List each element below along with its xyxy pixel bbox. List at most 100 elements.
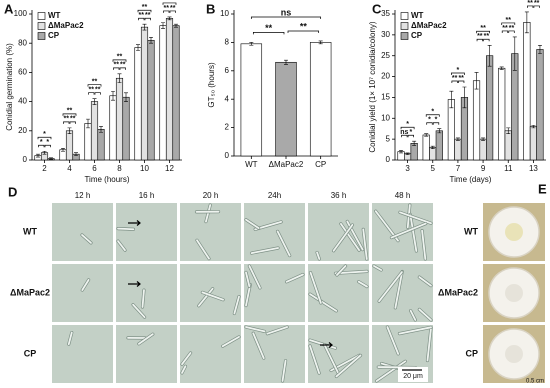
significance-label: * bbox=[457, 67, 460, 74]
y-tick-label: 0 bbox=[225, 151, 230, 160]
error-bar bbox=[462, 86, 467, 109]
scale-bar-label: 0.5 cm bbox=[526, 379, 544, 385]
hypha bbox=[378, 271, 403, 303]
significance-bracket bbox=[112, 59, 127, 62]
y-tick-label: 40 bbox=[18, 97, 27, 106]
legend-swatch bbox=[37, 12, 46, 20]
significance-bracket bbox=[144, 17, 151, 21]
bar bbox=[422, 134, 430, 161]
legend-swatch bbox=[37, 32, 46, 40]
bar bbox=[429, 147, 437, 161]
significance-bracket bbox=[501, 30, 509, 33]
significance-label: ** bbox=[139, 12, 145, 19]
hypha bbox=[399, 211, 432, 225]
hypha bbox=[81, 278, 90, 291]
error-bar bbox=[249, 42, 254, 46]
bar bbox=[165, 18, 174, 161]
significance-label: * bbox=[428, 117, 431, 124]
y-tick-label: 6 bbox=[225, 66, 230, 75]
hypha bbox=[362, 228, 368, 260]
significance-bracket bbox=[62, 113, 77, 116]
significance-bracket bbox=[44, 144, 51, 148]
bar bbox=[97, 129, 105, 161]
significance-bracket bbox=[119, 67, 126, 70]
significance-bracket bbox=[38, 144, 45, 148]
error-bar bbox=[284, 59, 288, 65]
micrograph bbox=[244, 203, 305, 261]
arrow bbox=[128, 220, 141, 226]
y-tick-label: 25 bbox=[381, 51, 390, 60]
hypha bbox=[181, 365, 187, 374]
row-label: CP bbox=[24, 348, 37, 358]
bar bbox=[536, 49, 544, 161]
x-tick-label: 6 bbox=[92, 164, 97, 173]
significance-label: ** bbox=[506, 17, 512, 24]
hypha bbox=[309, 271, 322, 304]
significance-label: ** bbox=[142, 4, 148, 11]
panel-letter: C bbox=[372, 1, 382, 16]
hypha bbox=[418, 276, 432, 287]
hypha bbox=[250, 247, 279, 254]
bar bbox=[122, 96, 130, 161]
y-tick-label: 20 bbox=[18, 126, 27, 135]
hypha bbox=[409, 213, 418, 252]
micrograph bbox=[116, 203, 177, 261]
micrograph-bg bbox=[116, 325, 177, 383]
significance-label: ** bbox=[92, 79, 98, 86]
column-label: 16 h bbox=[139, 191, 155, 200]
hypha bbox=[390, 222, 427, 239]
bar bbox=[309, 42, 332, 157]
bar bbox=[172, 25, 180, 161]
error-bar bbox=[111, 91, 115, 101]
significance-bracket bbox=[432, 122, 440, 125]
x-tick-label: 12 bbox=[165, 164, 174, 173]
row-label: WT bbox=[464, 226, 478, 236]
error-bar bbox=[405, 152, 410, 155]
significance-bracket bbox=[401, 134, 408, 138]
y-tick-label: 10 bbox=[220, 9, 229, 18]
bar bbox=[275, 61, 297, 157]
significance-bracket bbox=[169, 10, 176, 13]
hypha bbox=[245, 271, 251, 288]
bar bbox=[472, 80, 481, 161]
hypha bbox=[252, 332, 265, 360]
hypha bbox=[285, 273, 304, 283]
legend-label: ΔMaPac2 bbox=[411, 21, 447, 30]
significance-label: * bbox=[431, 109, 434, 116]
significance-bracket bbox=[508, 30, 515, 33]
significance-label: ** bbox=[95, 87, 101, 94]
comparison-label: ns bbox=[281, 7, 292, 17]
hypha bbox=[309, 339, 337, 350]
hypha bbox=[375, 360, 407, 382]
column-label: 48 h bbox=[395, 191, 411, 200]
error-bar bbox=[481, 137, 486, 141]
y-tick-label: 4 bbox=[225, 94, 230, 103]
error-bar bbox=[487, 44, 492, 67]
x-tick-label: 9 bbox=[481, 164, 486, 173]
significance-label: ** bbox=[509, 25, 515, 32]
significance-label: ns bbox=[400, 129, 408, 136]
hypha bbox=[117, 240, 126, 252]
bar bbox=[159, 25, 167, 161]
significance-label: * bbox=[409, 129, 412, 136]
x-tick-label: 4 bbox=[67, 164, 72, 173]
micrograph bbox=[244, 264, 305, 322]
bar bbox=[504, 130, 512, 161]
bar bbox=[454, 138, 462, 161]
significance-label: ** bbox=[477, 33, 483, 40]
error-bar bbox=[42, 150, 47, 155]
error-bar bbox=[412, 140, 417, 146]
significance-bracket bbox=[37, 136, 52, 140]
hypha bbox=[132, 303, 146, 319]
colony-center bbox=[505, 345, 523, 363]
micrograph bbox=[180, 264, 241, 322]
hypha bbox=[316, 251, 321, 260]
significance-bracket bbox=[162, 2, 177, 5]
significance-bracket bbox=[163, 10, 170, 13]
x-tick-label: 3 bbox=[405, 164, 410, 173]
significance-label: ** bbox=[458, 75, 464, 82]
significance-label: * bbox=[40, 139, 43, 146]
y-tick-label: 5 bbox=[386, 134, 391, 143]
x-tick-label: 10 bbox=[140, 164, 149, 173]
micrograph-bg bbox=[52, 325, 113, 383]
